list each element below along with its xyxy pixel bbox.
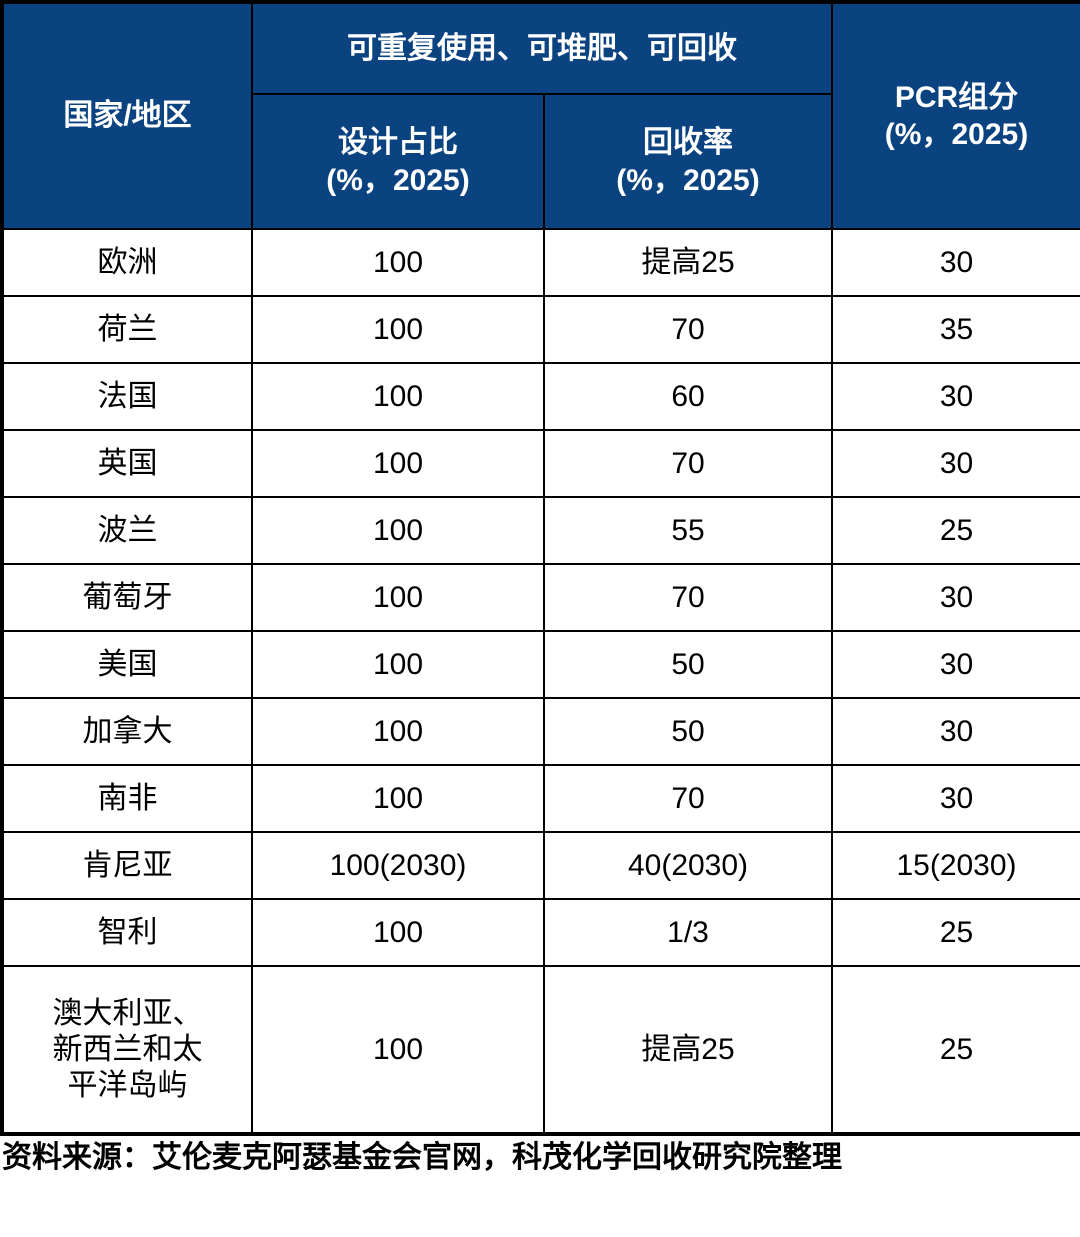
recycle-rate-cell: 50 [543, 630, 833, 699]
country-cell: 美国 [1, 630, 253, 699]
pcr-cell: 25 [831, 965, 1080, 1135]
pcr-cell: 30 [831, 429, 1080, 498]
design-share-cell: 100 [251, 898, 545, 967]
country-cell: 欧洲 [1, 228, 253, 297]
recycling-targets-table: 国家/地区 可重复使用、可堆肥、可回收 PCR组分 (%，2025) 设计占比 … [0, 0, 1080, 1136]
country-cell: 荷兰 [1, 295, 253, 364]
country-cell: 波兰 [1, 496, 253, 565]
table-row: 澳大利亚、 新西兰和太 平洋岛屿 100 提高25 25 [1, 965, 1080, 1135]
header-group-reusable-compostable-recyclable: 可重复使用、可堆肥、可回收 [251, 1, 833, 95]
header-design-share: 设计占比 (%，2025) [251, 93, 545, 230]
design-share-cell: 100 [251, 295, 545, 364]
pcr-cell: 30 [831, 630, 1080, 699]
pcr-cell: 30 [831, 764, 1080, 833]
recycle-rate-cell: 70 [543, 764, 833, 833]
table-row: 肯尼亚 100(2030) 40(2030) 15(2030) [1, 831, 1080, 900]
recycle-rate-cell: 40(2030) [543, 831, 833, 900]
table-row: 智利 100 1/3 25 [1, 898, 1080, 967]
recycle-rate-cell: 70 [543, 563, 833, 632]
table-row: 南非 100 70 30 [1, 764, 1080, 833]
recycle-rate-cell: 50 [543, 697, 833, 766]
design-share-cell: 100 [251, 496, 545, 565]
pcr-cell: 30 [831, 697, 1080, 766]
table-row: 英国 100 70 30 [1, 429, 1080, 498]
pcr-cell: 25 [831, 898, 1080, 967]
header-country: 国家/地区 [1, 1, 253, 230]
pcr-cell: 25 [831, 496, 1080, 565]
recycle-rate-cell: 1/3 [543, 898, 833, 967]
recycle-rate-cell: 70 [543, 295, 833, 364]
table-row: 法国 100 60 30 [1, 362, 1080, 431]
design-share-cell: 100 [251, 764, 545, 833]
design-share-cell: 100(2030) [251, 831, 545, 900]
recycle-rate-cell: 60 [543, 362, 833, 431]
country-cell: 英国 [1, 429, 253, 498]
recycle-rate-cell: 提高25 [543, 228, 833, 297]
country-cell: 肯尼亚 [1, 831, 253, 900]
table-row: 美国 100 50 30 [1, 630, 1080, 699]
design-share-cell: 100 [251, 429, 545, 498]
design-share-cell: 100 [251, 697, 545, 766]
header-pcr: PCR组分 (%，2025) [831, 1, 1080, 230]
table-header: 国家/地区 可重复使用、可堆肥、可回收 PCR组分 (%，2025) 设计占比 … [1, 1, 1080, 230]
country-cell: 葡萄牙 [1, 563, 253, 632]
country-cell: 加拿大 [1, 697, 253, 766]
pcr-cell: 15(2030) [831, 831, 1080, 900]
pcr-cell: 30 [831, 362, 1080, 431]
recycle-rate-cell: 55 [543, 496, 833, 565]
table-body: 欧洲 100 提高25 30 荷兰 100 70 35 法国 100 60 30… [1, 228, 1080, 1135]
table-row: 波兰 100 55 25 [1, 496, 1080, 565]
table-row: 葡萄牙 100 70 30 [1, 563, 1080, 632]
design-share-cell: 100 [251, 563, 545, 632]
country-cell: 法国 [1, 362, 253, 431]
header-recycle-rate: 回收率 (%，2025) [543, 93, 833, 230]
table-row: 荷兰 100 70 35 [1, 295, 1080, 364]
recycle-rate-cell: 提高25 [543, 965, 833, 1135]
country-cell: 南非 [1, 764, 253, 833]
recycle-rate-cell: 70 [543, 429, 833, 498]
pcr-cell: 30 [831, 563, 1080, 632]
design-share-cell: 100 [251, 965, 545, 1135]
pcr-cell: 35 [831, 295, 1080, 364]
country-cell: 澳大利亚、 新西兰和太 平洋岛屿 [1, 965, 253, 1135]
table-row: 加拿大 100 50 30 [1, 697, 1080, 766]
table-row: 欧洲 100 提高25 30 [1, 228, 1080, 297]
country-cell: 智利 [1, 898, 253, 967]
pcr-cell: 30 [831, 228, 1080, 297]
source-note: 资料来源：艾伦麦克阿瑟基金会官网，科茂化学回收研究院整理 [2, 1141, 842, 1174]
design-share-cell: 100 [251, 630, 545, 699]
design-share-cell: 100 [251, 228, 545, 297]
header-row-sub: 设计占比 (%，2025) 回收率 (%，2025) [2, 93, 1080, 230]
header-row-top: 国家/地区 可重复使用、可堆肥、可回收 PCR组分 (%，2025) [1, 1, 1080, 230]
design-share-cell: 100 [251, 362, 545, 431]
